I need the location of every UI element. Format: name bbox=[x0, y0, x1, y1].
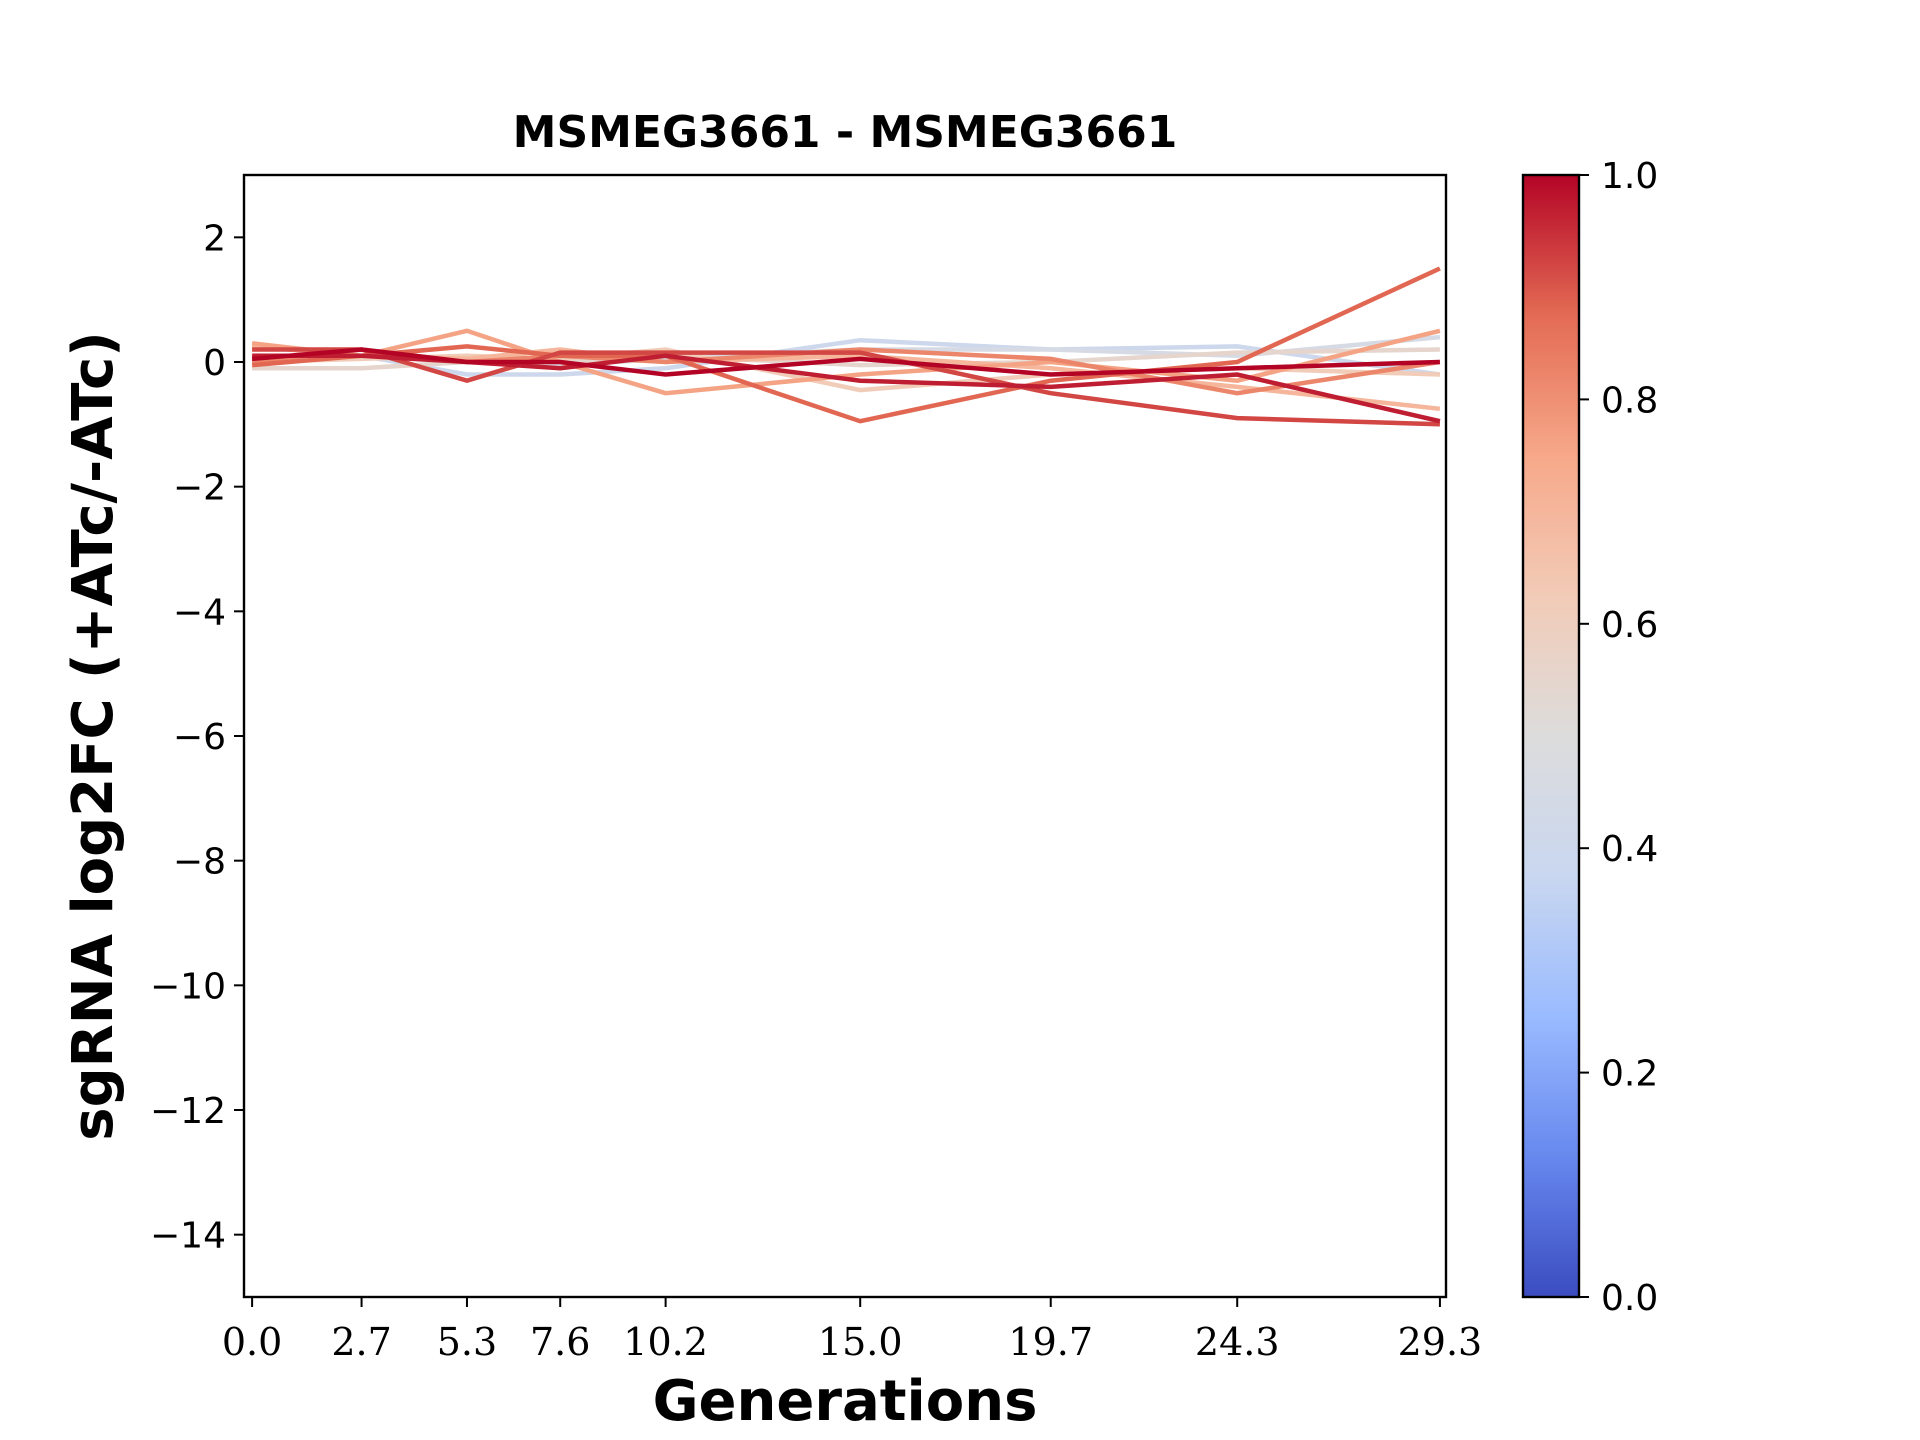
chart-title: MSMEG3661 - MSMEG3661 bbox=[513, 107, 1178, 158]
y-axis: 2 0 −2 −4 −6 −8 −10 −12 −14 bbox=[150, 218, 244, 1256]
x-tick-label: 29.3 bbox=[1398, 1320, 1483, 1364]
colorbar-axis: 0.0 0.2 0.4 0.6 0.8 1.0 bbox=[1579, 156, 1658, 1319]
x-tick-label: 5.3 bbox=[437, 1320, 497, 1364]
x-tick-label: 2.7 bbox=[331, 1320, 391, 1364]
colorbar-tick-label: 0.0 bbox=[1601, 1278, 1658, 1319]
colorbar-tick-label: 0.4 bbox=[1601, 829, 1658, 870]
y-tick-label: 2 bbox=[203, 218, 226, 259]
x-tick-label: 10.2 bbox=[623, 1320, 708, 1364]
x-axis-label: Generations bbox=[653, 1369, 1038, 1434]
series-line-8 bbox=[252, 269, 1440, 422]
colorbar bbox=[1523, 175, 1579, 1297]
y-tick-label: −4 bbox=[173, 592, 226, 633]
x-tick-label: 0.0 bbox=[222, 1320, 282, 1364]
y-tick-label: −14 bbox=[150, 1216, 226, 1257]
colorbar-tick-label: 1.0 bbox=[1601, 156, 1658, 197]
y-tick-label: −8 bbox=[173, 842, 226, 883]
x-tick-label: 7.6 bbox=[530, 1320, 590, 1364]
colorbar-tick-label: 0.6 bbox=[1601, 605, 1658, 646]
y-tick-label: −2 bbox=[173, 468, 226, 509]
y-axis-label: sgRNA log2FC (+ATc/-ATc) bbox=[61, 331, 126, 1141]
y-tick-label: −6 bbox=[173, 717, 226, 758]
colorbar-tick-label: 0.2 bbox=[1601, 1054, 1658, 1095]
x-tick-label: 19.7 bbox=[1008, 1320, 1093, 1364]
y-tick-label: 0 bbox=[203, 343, 226, 384]
x-tick-label: 15.0 bbox=[818, 1320, 903, 1364]
x-axis: 0.0 2.7 5.3 7.6 10.2 15.0 19.7 24.3 29.3 bbox=[222, 1297, 1482, 1364]
y-tick-label: −12 bbox=[150, 1091, 226, 1132]
x-tick-label: 24.3 bbox=[1195, 1320, 1280, 1364]
series-group bbox=[252, 269, 1440, 425]
colorbar-tick-label: 0.8 bbox=[1601, 380, 1658, 421]
y-tick-label: −10 bbox=[150, 966, 226, 1007]
